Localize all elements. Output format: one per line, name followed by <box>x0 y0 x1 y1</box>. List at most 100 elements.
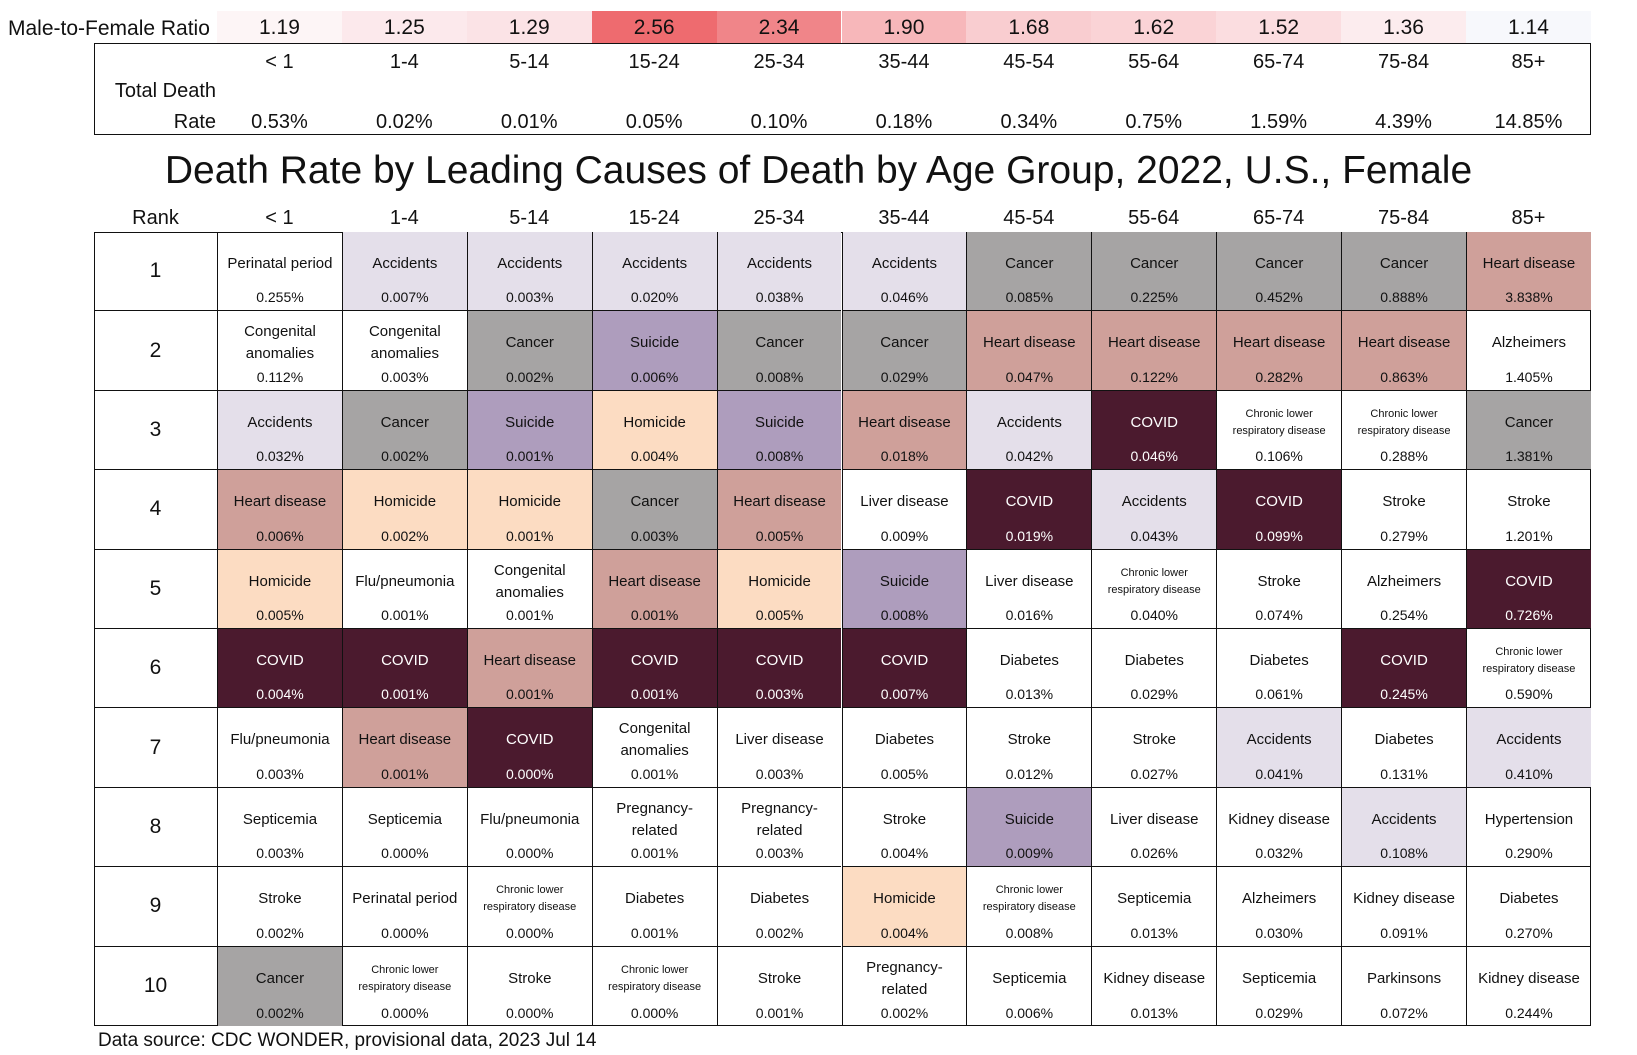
cause-cell: Heart disease 0.122% <box>1091 311 1217 391</box>
cause-cell: Liver disease 0.009% <box>841 470 967 550</box>
cause-death-rate: 0.006% <box>630 368 679 385</box>
cause-name: COVID <box>381 652 429 669</box>
total-death-rate-value: 14.85% <box>1494 111 1563 133</box>
cause-cell: Perinatal period 0.000% <box>341 867 467 947</box>
cause-cell: Kidney disease 0.244% <box>1466 946 1591 1026</box>
cause-name: Alzheimers <box>1491 334 1567 352</box>
cause-death-rate: 0.005% <box>880 765 929 782</box>
cause-cell: Pregnancy-related 0.002% <box>841 946 967 1026</box>
cause-death-rate: 1.381% <box>1505 448 1553 465</box>
cause-death-rate: 0.254% <box>1380 606 1428 623</box>
cause-cell: Heart disease 0.018% <box>841 390 967 471</box>
cause-name: Diabetes <box>874 731 935 749</box>
cause-death-rate: 0.001% <box>506 606 554 623</box>
cause-name: COVID <box>1505 572 1553 590</box>
cause-cell: Septicemia 0.029% <box>1216 946 1341 1026</box>
cause-cell: Diabetes 0.002% <box>716 867 842 947</box>
cause-death-rate: 0.038% <box>755 289 804 306</box>
summary-age-label: 1-4 <box>389 51 419 73</box>
cause-cell: Stroke 0.279% <box>1341 470 1466 550</box>
cause-cell: Cancer 0.002% <box>341 390 467 471</box>
cause-death-rate: 0.001% <box>381 606 429 623</box>
cause-cell: Accidents 0.042% <box>966 390 1092 471</box>
summary-age-label: 45-54 <box>1003 51 1055 73</box>
cause-name: Congenital anomalies <box>618 720 691 760</box>
cause-death-rate: 0.003% <box>755 845 804 862</box>
cause-cell: Septicemia 0.006% <box>966 946 1091 1026</box>
cause-name: Heart disease <box>1107 334 1201 352</box>
cause-name: Chronic lower respiratory disease <box>982 884 1076 914</box>
cause-name: Diabetes <box>1499 890 1559 908</box>
cause-death-rate: 0.726% <box>1505 606 1553 623</box>
cause-name: Cancer <box>255 969 305 987</box>
cause-cell: Cancer 0.452% <box>1216 232 1342 312</box>
cause-cell: Chronic lower respiratory disease 0.106% <box>1216 390 1342 471</box>
summary-box <box>94 43 1591 135</box>
cause-cell: Heart disease 0.282% <box>1216 311 1342 391</box>
age-group-header: 35-44 <box>878 207 930 229</box>
cause-name: Liver disease <box>735 731 824 749</box>
total-death-rate-value: 0.10% <box>750 111 808 133</box>
cause-name: Cancer <box>1254 255 1304 272</box>
cause-cell: Accidents 0.108% <box>1341 787 1466 868</box>
cause-cell: Flu/pneumonia 0.003% <box>217 708 342 788</box>
cause-name: Chronic lower respiratory disease <box>1482 646 1576 675</box>
cause-death-rate: 3.838% <box>1505 289 1553 306</box>
cause-cell: Diabetes 0.270% <box>1466 867 1591 947</box>
cause-death-rate: 0.000% <box>381 924 429 941</box>
cause-name: Cancer <box>630 493 679 511</box>
cause-death-rate: 1.405% <box>1505 368 1553 385</box>
cause-cell: COVID 0.001% <box>591 629 717 709</box>
cause-cell: Diabetes 0.131% <box>1341 708 1466 788</box>
cause-death-rate: 0.072% <box>1380 1004 1428 1021</box>
cause-death-rate: 0.008% <box>755 448 804 465</box>
cause-name: Stroke <box>1132 731 1176 749</box>
cause-cell: COVID 0.001% <box>341 629 467 709</box>
rank-number: 10 <box>143 974 168 998</box>
cause-cell: Accidents 0.046% <box>841 232 967 312</box>
cause-name: Septicemia <box>367 810 442 828</box>
cause-cell: COVID 0.046% <box>1091 390 1217 471</box>
cause-name: Accidents <box>372 255 438 272</box>
rank-number: 1 <box>94 232 217 312</box>
cause-name: Diabetes <box>999 652 1059 669</box>
cause-death-rate: 0.019% <box>1005 527 1054 544</box>
cause-death-rate: 0.085% <box>1005 289 1054 306</box>
cause-name: Liver disease <box>985 572 1074 590</box>
cause-death-rate: 0.003% <box>630 527 679 544</box>
cause-death-rate: 0.112% <box>256 368 304 385</box>
cause-death-rate: 0.002% <box>506 368 554 385</box>
cause-name: Perinatal period <box>352 890 458 908</box>
cause-cell: Suicide 0.008% <box>841 549 967 629</box>
cause-name: Suicide <box>754 413 805 431</box>
ratio-value: 1.68 <box>966 11 1092 44</box>
cause-death-rate: 0.001% <box>630 686 679 703</box>
cause-cell: Diabetes 0.061% <box>1216 629 1342 709</box>
total-death-rate-value: 1.59% <box>1250 111 1307 133</box>
cause-death-rate: 0.029% <box>1255 1004 1303 1021</box>
total-death-rate-label-line1: Total Death <box>114 80 216 102</box>
cause-death-rate: 0.000% <box>506 845 554 862</box>
cause-cell: Chronic lower respiratory disease 0.590% <box>1466 629 1591 709</box>
cause-name: COVID <box>1380 652 1428 669</box>
cause-cell: Cancer 0.002% <box>217 946 342 1026</box>
cause-death-rate: 0.270% <box>1505 924 1553 941</box>
cause-death-rate: 0.002% <box>381 448 429 465</box>
cause-name: Stroke <box>757 969 802 987</box>
cause-death-rate: 0.005% <box>755 527 804 544</box>
summary-age-label: 15-24 <box>628 51 680 73</box>
cause-cell: Cancer 1.381% <box>1466 390 1591 471</box>
cause-name: Chronic lower respiratory disease <box>1357 407 1451 437</box>
cause-name: Cancer <box>380 413 430 431</box>
cause-death-rate: 0.108% <box>1380 845 1428 862</box>
cause-death-rate: 0.410% <box>1505 765 1553 782</box>
cause-death-rate: 0.047% <box>1005 368 1054 385</box>
ratio-value: 1.25 <box>341 11 467 44</box>
cause-cell: Accidents 0.007% <box>341 232 467 312</box>
summary-age-label: 85+ <box>1511 51 1546 73</box>
age-group-header: 55-64 <box>1128 207 1180 229</box>
cause-name: Congenital anomalies <box>368 323 441 363</box>
cause-death-rate: 0.002% <box>256 924 304 941</box>
cause-name: Cancer <box>1379 255 1429 272</box>
cause-death-rate: 0.091% <box>1380 924 1428 941</box>
